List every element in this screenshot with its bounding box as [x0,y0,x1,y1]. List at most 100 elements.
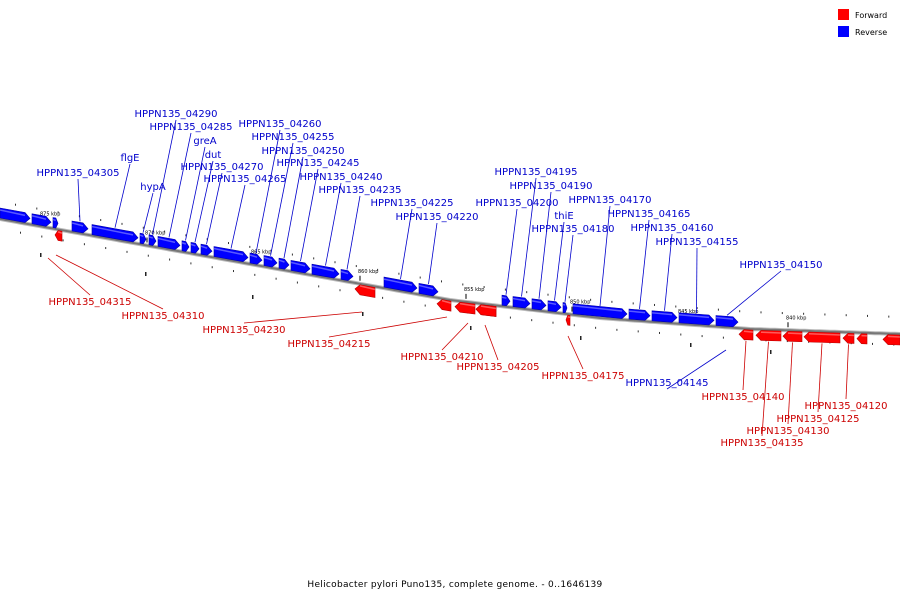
minor-tick [590,298,592,301]
minor-tick [83,243,85,246]
scale-tick-label: 850 kbp [570,300,590,306]
reverse-gene-arrow[interactable] [562,302,568,314]
gene-label: HPPN135_04135 [721,438,804,449]
reverse-gene-arrow[interactable] [651,310,678,323]
gene-label: HPPN135_04240 [300,172,383,183]
reverse-gene-arrow[interactable] [628,308,651,321]
reverse-gene-arrow[interactable] [311,263,340,279]
forward-gene-arrow[interactable] [738,329,754,341]
reverse-gene-arrow[interactable] [181,240,190,252]
reverse-gene-arrow[interactable] [249,252,263,265]
forward-gene-arrow[interactable] [54,230,63,242]
reverse-gene-arrow[interactable] [383,276,418,293]
forward-gene-arrow[interactable] [755,330,782,342]
minor-tick [185,234,187,237]
minor-tick [637,330,639,333]
reverse-gene-arrow[interactable] [340,269,354,281]
gene-arrow-highlight [311,265,335,272]
gene-label: HPPN135_04305 [37,168,120,179]
backbone-layer [0,217,900,336]
reverse-gene-arrow[interactable] [290,260,311,274]
reverse-gene-arrow[interactable] [213,246,249,263]
forward-gene-arrow[interactable] [856,333,868,345]
gene-label: HPPN135_04175 [542,371,625,382]
minor-tick [531,319,533,322]
forward-gene-arrow[interactable] [782,330,803,343]
reverse-gene-arrow[interactable] [278,257,290,270]
reverse-gene-arrow[interactable] [531,298,547,311]
minor-tick [291,253,293,256]
scale-tick-label: 870 kbp [145,230,165,236]
gene-leader-line [538,191,552,299]
gene-leader-line [55,254,164,310]
frame-tick [40,253,42,257]
gene-arrow-highlight [57,231,63,234]
minor-tick [595,326,597,329]
minor-tick [781,312,783,315]
reverse-gene-arrow[interactable] [501,294,511,307]
reverse-gene-arrow[interactable] [512,296,531,309]
minor-tick [659,331,660,334]
frame-tick [362,312,364,316]
forward-gene-arrow[interactable] [565,314,571,326]
minor-tick [786,340,788,343]
reverse-gene-arrow[interactable] [678,312,715,326]
forward-gene-arrow[interactable] [454,301,476,315]
forward-gene-arrow[interactable] [354,284,376,298]
gene-arrow-highlight [31,215,47,220]
reverse-gene-arrow[interactable] [572,303,628,319]
gene-label: HPPN135_04215 [288,339,371,350]
gene-label: HPPN135_04250 [262,146,345,157]
reverse-gene-arrow[interactable] [139,232,147,245]
gene-arrow-highlight [418,284,434,290]
forward-gene-arrow[interactable] [842,332,855,344]
reverse-gene-arrow[interactable] [52,217,59,229]
minor-tick [121,222,123,225]
reverse-gene-arrow[interactable] [418,283,439,297]
minor-tick [760,311,762,314]
gene-leader-line [441,322,469,351]
reverse-gene-arrow[interactable] [71,220,89,234]
legend-forward-swatch [838,9,849,20]
forward-gene-arrow[interactable] [475,304,497,317]
minor-tick [675,305,677,308]
minor-tick [313,257,315,260]
reverse-gene-arrow[interactable] [157,236,181,250]
minor-tick [377,268,379,271]
reverse-gene-arrow[interactable] [31,213,52,227]
gene-leader-line [696,247,698,314]
gene-arrow-highlight [760,331,782,334]
gene-label: HPPN135_04180 [532,224,615,235]
reverse-gene-arrow[interactable] [547,300,562,313]
gene-leader-line [817,343,823,413]
gene-label: flgE [121,153,140,164]
minor-tick [803,312,805,315]
forward-gene-arrow[interactable] [803,331,841,344]
forward-gene-arrow[interactable] [436,299,452,312]
minor-tick [739,310,741,313]
gene-leader-line [325,182,342,266]
genome-backbone [0,218,900,335]
gene-leader-line [554,221,565,301]
gene-leader-line [787,342,793,425]
gene-leader-line [521,177,537,297]
reverse-gene-arrow[interactable] [91,224,139,243]
reverse-gene-arrow[interactable] [148,234,157,246]
scale-tick-label: 860 kbp [358,269,378,275]
reverse-gene-arrow[interactable] [0,207,31,223]
gene-label: dut [205,150,222,161]
minor-tick [403,300,405,303]
gene-arrow-highlight [359,285,376,291]
gene-leader-line [255,129,281,254]
reverse-gene-arrow[interactable] [715,315,739,328]
frame-tick [145,272,147,276]
forward-gene-arrow[interactable] [882,334,900,346]
minor-tick [190,262,192,265]
gene-arrow-highlight [181,242,187,245]
gene-leader-line [742,340,747,391]
reverse-gene-arrow[interactable] [263,255,278,268]
reverse-gene-arrow[interactable] [200,243,213,256]
gene-arrow-highlight [787,332,803,335]
reverse-gene-arrow[interactable] [190,242,200,254]
gene-leader-line [664,233,673,311]
